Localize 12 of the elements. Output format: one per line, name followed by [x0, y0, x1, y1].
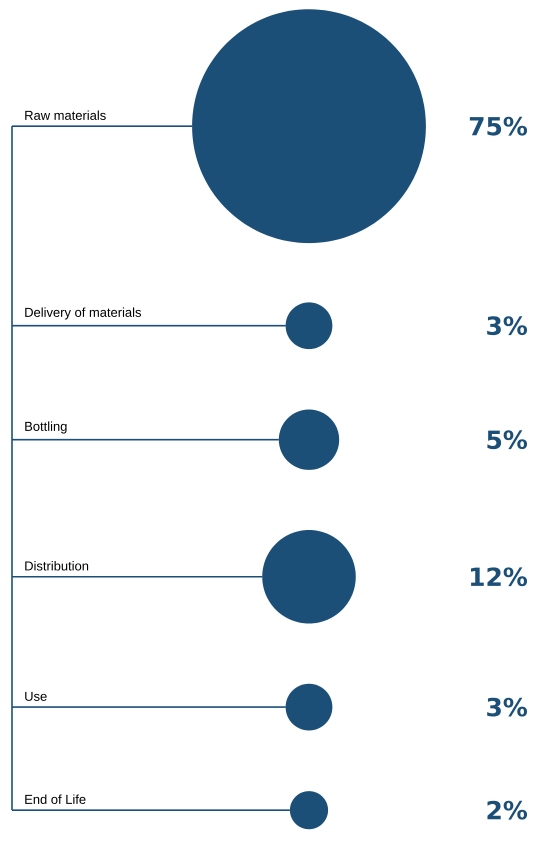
data-label: 12%	[470, 567, 528, 586]
category-label: Distribution	[25, 561, 88, 571]
data-label: 3%	[487, 698, 528, 717]
category-label: Delivery of materials	[25, 307, 142, 320]
category-label: Use	[25, 692, 47, 701]
data-label: 5%	[487, 430, 528, 450]
data-label: 2%	[487, 800, 528, 820]
category-label: End of Life	[25, 794, 86, 804]
data-label: 75%	[470, 116, 528, 136]
category-label: Raw materials	[25, 110, 106, 120]
category-label: Bottling	[25, 421, 67, 434]
data-label: 3%	[487, 316, 528, 336]
